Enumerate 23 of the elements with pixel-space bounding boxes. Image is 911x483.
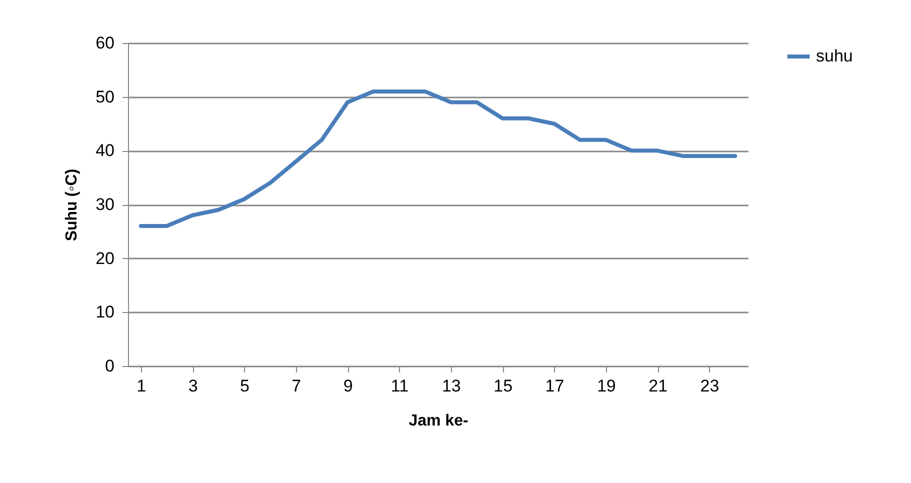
x-tick-label: 3	[188, 376, 198, 396]
y-tick-label: 10	[96, 302, 114, 322]
y-axis-title: Suhu (◦C)	[64, 168, 81, 242]
x-tick-label: 23	[700, 376, 720, 396]
x-tick-label: 13	[442, 376, 461, 396]
x-tick-label: 11	[390, 376, 409, 396]
x-tick-label: 1	[136, 376, 146, 396]
x-tick-label: 19	[596, 376, 616, 396]
y-tick-label: 30	[96, 195, 114, 214]
x-tick-label: 21	[648, 376, 668, 396]
x-tick-label: 17	[545, 376, 564, 396]
x-tick-label: 9	[343, 376, 353, 396]
x-tick-label: 15	[494, 376, 513, 396]
x-axis-title: Jam ke-	[408, 412, 468, 430]
line-series	[138, 89, 738, 228]
x-tick-label: 5	[240, 376, 250, 396]
legend-label: suhu	[816, 46, 853, 66]
y-tick-label: 0	[105, 356, 114, 376]
y-tick-label: 20	[96, 248, 114, 268]
y-tick-label: 40	[96, 141, 114, 160]
y-tick-label: 50	[96, 87, 114, 106]
x-tick-label: 7	[292, 376, 302, 396]
y-tick-label: 60	[96, 34, 114, 52]
